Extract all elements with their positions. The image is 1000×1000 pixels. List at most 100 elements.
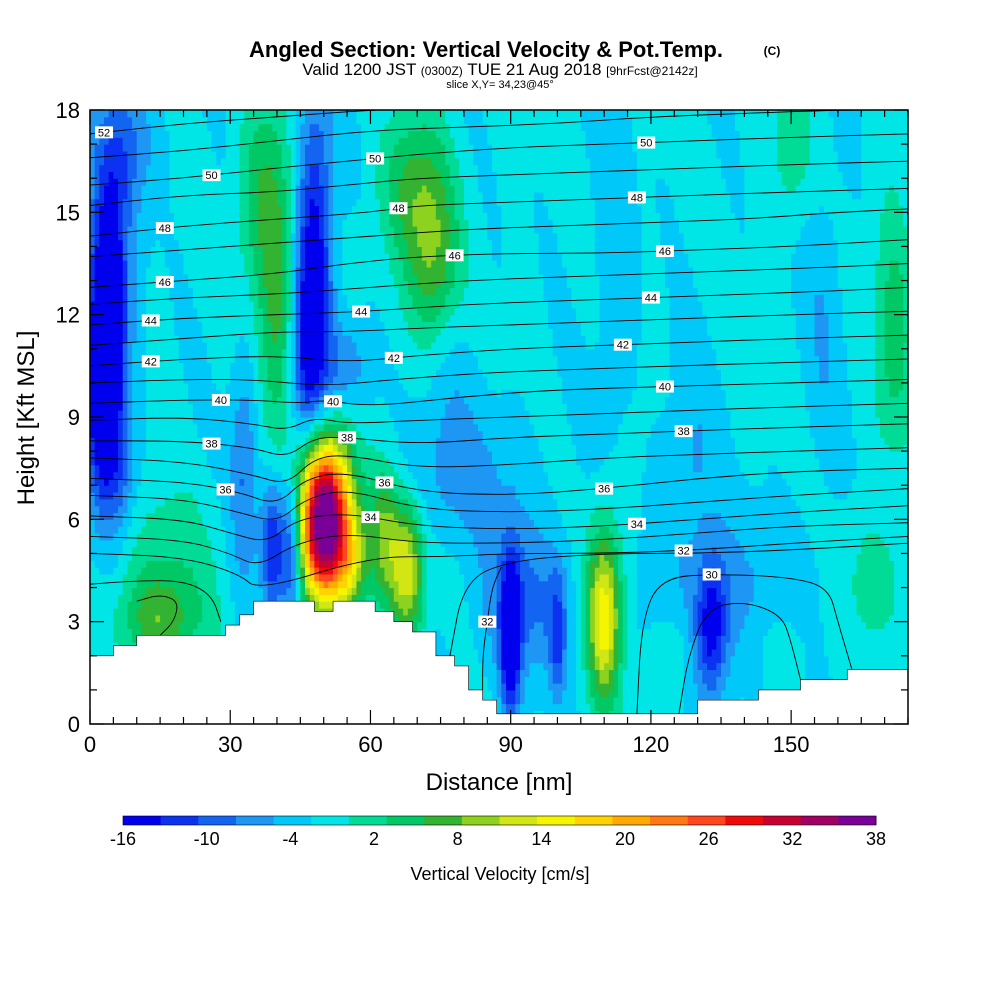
velocity-cell (136, 335, 143, 343)
velocity-cell (314, 539, 320, 548)
velocity-cell (118, 403, 124, 411)
velocity-cell (314, 417, 320, 425)
velocity-cell (347, 485, 353, 493)
velocity-cell (244, 492, 250, 500)
velocity-cell (169, 580, 175, 589)
velocity-cell (216, 403, 222, 411)
velocity-cell (244, 198, 250, 207)
velocity-cell (295, 219, 301, 227)
velocity-cell (319, 580, 325, 589)
velocity-cell (220, 260, 227, 268)
velocity-cell (342, 546, 348, 555)
velocity-cell (239, 246, 245, 254)
velocity-cell (160, 519, 166, 527)
velocity-cell (113, 212, 119, 220)
velocity-cell (141, 464, 147, 473)
velocity-cell (244, 532, 250, 541)
velocity-cell (211, 628, 217, 636)
velocity-cell (290, 335, 297, 343)
velocity-cell (258, 410, 264, 418)
velocity-cell (150, 341, 157, 350)
velocity-cell (225, 457, 231, 466)
velocity-cell (211, 225, 217, 234)
velocity-cell (197, 532, 203, 541)
velocity-cell (305, 464, 311, 473)
velocity-cell (309, 532, 315, 541)
velocity-cell (305, 355, 311, 364)
velocity-cell (150, 246, 157, 254)
velocity-cell (132, 321, 138, 329)
velocity-cell (108, 642, 114, 650)
velocity-cell (174, 403, 180, 411)
velocity-cell (127, 294, 133, 302)
velocity-cell (305, 171, 311, 179)
velocity-cell (127, 430, 133, 439)
velocity-cell (155, 369, 161, 377)
velocity-cell (127, 314, 133, 323)
velocity-cell (262, 553, 269, 561)
velocity-cell (132, 526, 138, 534)
velocity-cell (178, 430, 185, 439)
velocity-cell (104, 417, 110, 425)
velocity-cell (192, 580, 199, 589)
velocity-cell (178, 621, 185, 630)
velocity-cell (174, 273, 180, 282)
velocity-cell (174, 444, 180, 452)
velocity-cell (178, 116, 185, 125)
velocity-cell (104, 239, 110, 248)
velocity-cell (319, 171, 325, 179)
velocity-cell (342, 580, 348, 589)
velocity-cell (253, 110, 259, 118)
velocity-cell (258, 314, 264, 323)
velocity-cell (220, 430, 227, 439)
velocity-cell (248, 369, 255, 377)
velocity-cell (108, 287, 114, 295)
velocity-cell (192, 280, 199, 288)
velocity-cell (202, 348, 208, 357)
velocity-cell (192, 614, 199, 623)
velocity-cell (225, 594, 231, 602)
velocity-cell (150, 171, 157, 179)
velocity-cell (202, 532, 208, 541)
velocity-cell (155, 178, 161, 186)
velocity-cell (319, 232, 325, 241)
velocity-cell (197, 594, 203, 602)
velocity-cell (314, 382, 320, 391)
velocity-cell (337, 492, 344, 500)
velocity-cell (94, 471, 100, 479)
velocity-cell (118, 260, 124, 268)
velocity-cell (342, 369, 348, 377)
velocity-cell (132, 164, 138, 172)
velocity-cell (319, 478, 325, 486)
velocity-cell (220, 212, 227, 220)
velocity-cell (290, 301, 297, 309)
velocity-cell (188, 362, 194, 370)
velocity-cell (305, 437, 311, 445)
velocity-cell (108, 212, 114, 220)
velocity-cell (127, 628, 133, 636)
velocity-cell (239, 164, 245, 172)
velocity-cell (169, 601, 175, 609)
velocity-cell (281, 301, 287, 309)
velocity-cell (216, 212, 222, 220)
velocity-cell (146, 628, 152, 636)
velocity-cell (160, 116, 166, 125)
velocity-cell (197, 614, 203, 623)
velocity-cell (197, 567, 203, 575)
velocity-cell (230, 116, 236, 125)
velocity-cell (104, 498, 110, 507)
velocity-cell (164, 130, 171, 138)
velocity-cell (113, 321, 119, 329)
velocity-cell (239, 403, 245, 411)
velocity-cell (305, 539, 311, 548)
velocity-cell (262, 403, 269, 411)
velocity-cell (113, 280, 119, 288)
velocity-cell (197, 553, 203, 561)
velocity-cell (136, 485, 143, 493)
velocity-cell (104, 478, 110, 486)
velocity-cell (164, 601, 171, 609)
velocity-cell (197, 560, 203, 568)
velocity-cell (281, 382, 287, 391)
velocity-cell (272, 225, 278, 234)
velocity-cell (178, 567, 185, 575)
